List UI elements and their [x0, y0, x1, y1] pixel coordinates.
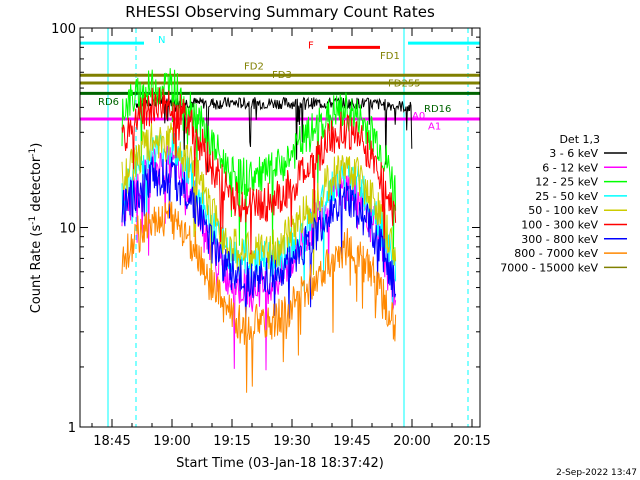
y-label-part: detector [29, 156, 44, 216]
flag-label: RD16 [424, 104, 451, 115]
y-axis-label-text: Count Rate (s-1 detector-1) [28, 143, 44, 314]
flag-label: N [158, 35, 165, 46]
series-line [121, 156, 397, 322]
flag-label: F [308, 40, 314, 51]
series-line [121, 68, 397, 256]
flag-label: FD2 [244, 61, 264, 72]
legend-title: Det 1,3 [559, 133, 600, 146]
flag-label: FD255 [388, 78, 421, 89]
x-tick-label: 19:30 [273, 434, 310, 449]
flag-label: RD6 [98, 97, 119, 108]
x-axis-label: Start Time (03-Jan-18 18:37:42) [176, 456, 384, 471]
y-tick-label: 100 [51, 22, 76, 37]
flag-label: A1 [428, 121, 441, 132]
x-tick-label: 19:15 [213, 434, 250, 449]
flag-label: FD1 [380, 51, 400, 62]
series-line [121, 87, 397, 255]
y-tick-label: 10 [59, 222, 76, 237]
flag-label: FD3 [272, 70, 292, 81]
y-tick-label: 1 [68, 421, 76, 436]
timestamp: 2-Sep-2022 13:47 [556, 468, 637, 478]
series-line [121, 199, 397, 393]
legend-entry-label: 50 - 100 keV [528, 204, 598, 217]
y-axis-label: Count Rate (s-1 detector-1) [28, 143, 44, 314]
x-tick-label: 20:15 [453, 434, 490, 449]
y-label-superscript: -1 [28, 148, 38, 157]
series-curves [121, 68, 413, 393]
legend-entry-label: 6 - 12 keV [542, 161, 598, 174]
y-label-part: ) [29, 143, 44, 148]
legend-entry-label: 100 - 300 keV [521, 219, 598, 232]
x-tick-label: 19:45 [333, 434, 370, 449]
legend-entry-label: 3 - 6 keV [549, 147, 598, 160]
series-line [121, 122, 397, 289]
chart-title: RHESSI Observing Summary Count Rates [125, 3, 435, 21]
legend-entry-label: 25 - 50 keV [535, 190, 598, 203]
axes: 18:45 19:00 19:15 19:30 19:45 20:00 20:15 1 10 10… [51, 22, 491, 449]
legend-entry-label: 300 - 800 keV [521, 233, 598, 246]
x-tick-label: 18:45 [93, 434, 130, 449]
x-tick-label: 20:00 [393, 434, 430, 449]
legend-entry-label: 800 - 7000 keV [514, 247, 598, 260]
legend-entry-label: 7000 - 15000 keV [500, 261, 598, 274]
legend-entry-label: 12 - 25 keV [535, 176, 598, 189]
y-label-part: Count Rate (s [29, 225, 44, 314]
flag-label: A0 [412, 111, 425, 122]
x-tick-label: 19:00 [153, 434, 190, 449]
y-label-superscript: -1 [28, 216, 38, 225]
